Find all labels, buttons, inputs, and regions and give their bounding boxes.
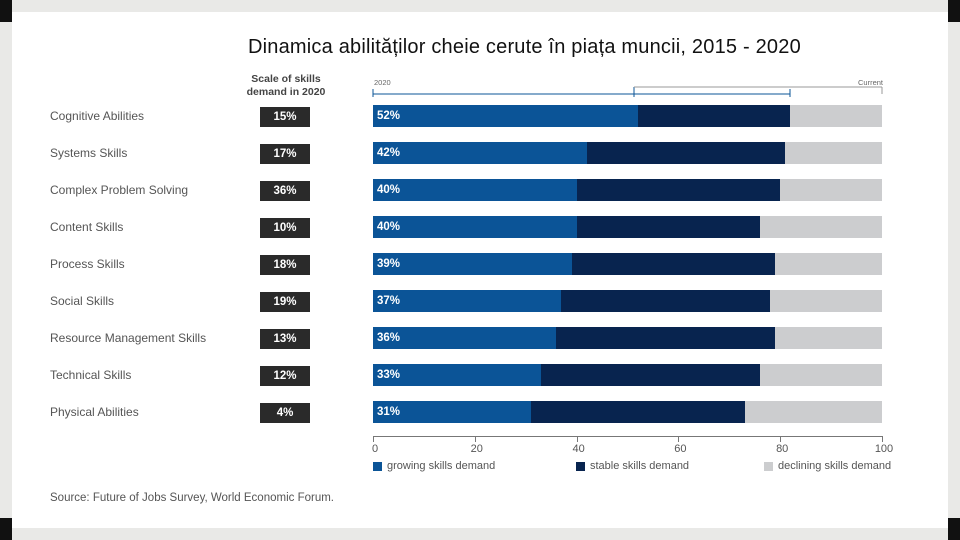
category-label: Social Skills (50, 294, 115, 308)
bar-segment-declining (759, 364, 882, 386)
scale-header: Scale of skills demand in 2020 (236, 73, 336, 99)
scale-of-demand-box: 18% (260, 255, 310, 275)
scale-of-demand-box: 12% (260, 366, 310, 386)
x-tick (780, 436, 782, 442)
bar-segment-growing (373, 290, 562, 312)
category-label: Complex Problem Solving (50, 183, 189, 197)
legend-label: stable skills demand (590, 460, 690, 472)
scale-of-demand-box: 19% (260, 292, 310, 312)
x-axis-line (373, 436, 883, 437)
scale-of-demand-box: 36% (260, 181, 310, 201)
bar-value-label: 33% (377, 369, 401, 381)
timeline-end-label: Current (858, 78, 884, 87)
bar-value-label: 36% (377, 332, 401, 344)
category-label: Cognitive Abilities (50, 109, 145, 123)
bar-value-label: 37% (377, 295, 401, 307)
bar-segment-declining (785, 142, 882, 164)
bar-segment-stable (561, 290, 771, 312)
legend-swatch (373, 462, 382, 471)
bar-segment-stable (576, 179, 781, 201)
bar-segment-growing (373, 253, 572, 275)
x-tick-label: 100 (874, 443, 894, 455)
x-tick (882, 436, 883, 442)
bar-value-label: 40% (377, 184, 401, 196)
bar-segment-declining (770, 290, 882, 312)
x-tick-label: 0 (371, 443, 379, 455)
bar-segment-declining (775, 253, 882, 275)
scale-of-demand-box: 15% (260, 107, 310, 127)
x-tick (373, 436, 374, 442)
bar-value-label: 42% (377, 147, 401, 159)
source-note: Source: Future of Jobs Survey, World Eco… (50, 492, 334, 504)
x-tick (474, 436, 476, 442)
bar-segment-stable (571, 253, 776, 275)
category-label: Systems Skills (50, 146, 128, 160)
x-tick-label: 80 (776, 443, 789, 455)
bar-segment-growing (373, 179, 577, 201)
legend-swatch (764, 462, 773, 471)
scale-header-line1: Scale of skills (251, 73, 321, 85)
bar-value-label: 31% (377, 406, 401, 418)
scale-of-demand-box: 13% (260, 329, 310, 349)
bar-segment-declining (759, 216, 882, 238)
bar-segment-stable (540, 364, 760, 386)
bar-segment-declining (744, 401, 882, 423)
x-tick-label: 20 (470, 443, 483, 455)
bar-segment-growing (373, 327, 557, 349)
bar-value-label: 39% (377, 258, 401, 270)
scale-of-demand-box: 17% (260, 144, 310, 164)
bar-segment-growing (373, 364, 541, 386)
timeline-start-label: 2020 (374, 78, 391, 87)
bar-segment-stable (586, 142, 786, 164)
slide-title: Dinamica abilităților cheie cerute în pi… (248, 36, 801, 58)
legend-swatch (576, 462, 585, 471)
category-label: Process Skills (50, 257, 125, 271)
bar-segment-stable (637, 105, 791, 127)
bar-segment-growing (373, 401, 531, 423)
corner-mark-top-left (0, 0, 12, 22)
bar-segment-declining (775, 327, 882, 349)
bar-segment-growing (373, 142, 587, 164)
x-tick (678, 436, 680, 442)
x-tick (576, 436, 578, 442)
bar-segment-growing (373, 105, 638, 127)
corner-mark-bottom-left (0, 518, 12, 540)
bar-value-label: 40% (377, 221, 401, 233)
legend-label: growing skills demand (387, 460, 496, 472)
scale-of-demand-box: 10% (260, 218, 310, 238)
bar-segment-stable (576, 216, 760, 238)
legend-label: declining skills demand (778, 460, 892, 472)
bar-segment-stable (556, 327, 776, 349)
timeline-bracket (372, 86, 883, 97)
category-label: Content Skills (50, 220, 124, 234)
category-label: Physical Abilities (50, 405, 139, 419)
bar-value-label: 52% (377, 110, 401, 122)
bar-segment-declining (790, 105, 882, 127)
x-tick-label: 60 (674, 443, 687, 455)
bar-segment-stable (530, 401, 745, 423)
corner-mark-top-right (948, 0, 960, 22)
bar-segment-declining (780, 179, 882, 201)
x-tick-label: 40 (572, 443, 585, 455)
scale-header-line2: demand in 2020 (246, 86, 326, 98)
scale-of-demand-box: 4% (260, 403, 310, 423)
category-label: Resource Management Skills (50, 331, 207, 345)
corner-mark-bottom-right (948, 518, 960, 540)
bar-segment-growing (373, 216, 577, 238)
category-label: Technical Skills (50, 368, 132, 382)
